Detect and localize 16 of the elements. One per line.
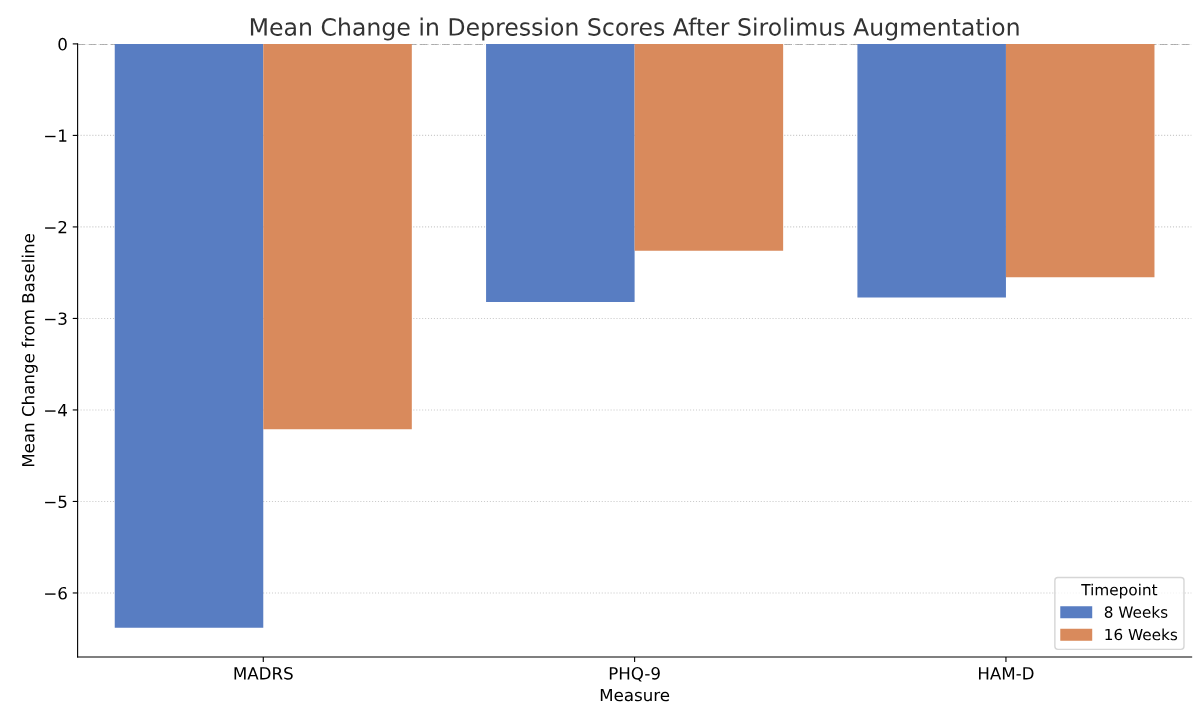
y-axis-title: Mean Change from Baseline — [21, 234, 38, 467]
x-tick-label: PHQ-9 — [609, 667, 660, 682]
y-tick-label: 0 — [58, 37, 67, 51]
y-tick-label: −5 — [45, 495, 67, 509]
legend-label: 16 Weeks — [1105, 628, 1178, 641]
y-tick-label: −4 — [45, 404, 67, 417]
y-tick-label: −2 — [45, 220, 67, 234]
legend-label: 8 Weeks — [1104, 606, 1168, 618]
x-tick-label: HAM-D — [979, 667, 1034, 680]
y-tick-label: −3 — [45, 312, 67, 325]
x-axis-title: Measure — [600, 688, 670, 702]
x-tick-label: MADRS — [234, 667, 293, 680]
y-tick-label: −1 — [45, 129, 67, 142]
legend-title: Timepoint — [1081, 583, 1158, 599]
y-tick-label: −6 — [45, 586, 67, 600]
chart-title: Mean Change in Depression Scores After Sirolimus Augmentation — [250, 17, 1019, 41]
